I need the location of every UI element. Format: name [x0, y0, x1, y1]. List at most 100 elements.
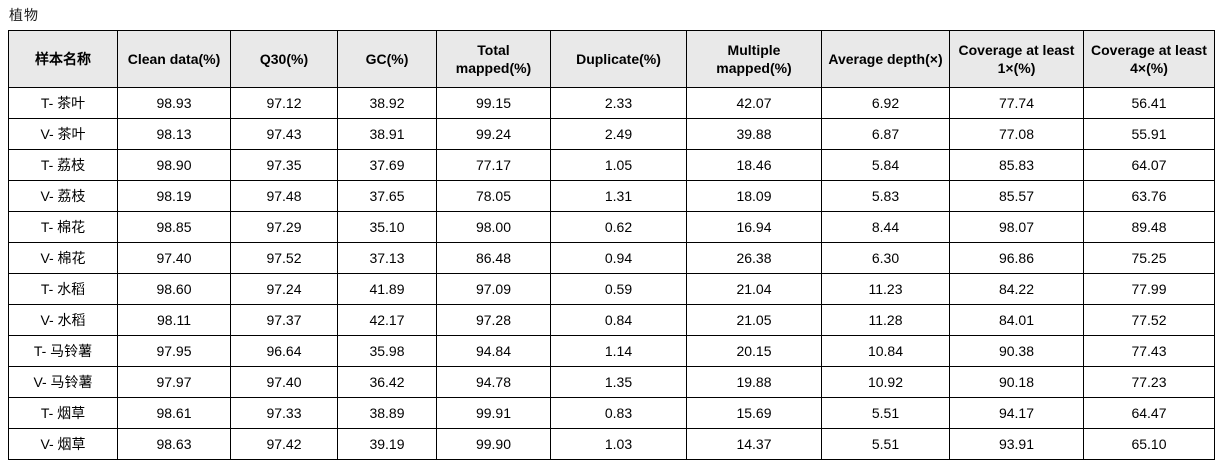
value-cell: 97.35 — [230, 149, 338, 181]
value-cell: 5.83 — [821, 180, 950, 212]
table-row: V- 茶叶 98.13 97.43 38.91 99.24 2.49 39.88 6.87 77… — [8, 118, 1215, 150]
plant-qc-stats-table: 样本名称 Clean data(%) Q30(%) GC(%) Total mapped… — [8, 30, 1215, 460]
value-cell: 86.48 — [436, 242, 551, 274]
value-cell: 94.84 — [436, 335, 551, 367]
value-cell: 55.91 — [1083, 118, 1215, 150]
sample-name-cell: T- 烟草 — [8, 397, 118, 429]
value-cell: 75.25 — [1083, 242, 1215, 274]
table-row: V- 烟草 98.63 97.42 39.19 99.90 1.03 14.37 5.51 93… — [8, 428, 1215, 460]
value-cell: 63.76 — [1083, 180, 1215, 212]
value-cell: 97.24 — [230, 273, 338, 305]
value-cell: 98.13 — [117, 118, 231, 150]
value-cell: 18.09 — [686, 180, 822, 212]
value-cell: 98.07 — [949, 211, 1084, 243]
value-cell: 77.08 — [949, 118, 1084, 150]
value-cell: 10.84 — [821, 335, 950, 367]
value-cell: 37.65 — [337, 180, 437, 212]
value-cell: 97.33 — [230, 397, 338, 429]
sample-name-cell: T- 马铃薯 — [8, 335, 118, 367]
value-cell: 64.07 — [1083, 149, 1215, 181]
value-cell: 42.07 — [686, 87, 822, 119]
sample-name-cell: T- 水稻 — [8, 273, 118, 305]
value-cell: 5.51 — [821, 428, 950, 460]
sample-name-cell: V- 水稻 — [8, 304, 118, 336]
sample-name-cell: V- 荔枝 — [8, 180, 118, 212]
value-cell: 8.44 — [821, 211, 950, 243]
value-cell: 1.31 — [550, 180, 687, 212]
table-row: T- 茶叶 98.93 97.12 38.92 99.15 2.33 42.07 6.92 77… — [8, 87, 1215, 119]
value-cell: 90.38 — [949, 335, 1084, 367]
value-cell: 98.90 — [117, 149, 231, 181]
value-cell: 97.40 — [117, 242, 231, 274]
column-header-9: Coverage at least 4×(%) — [1083, 30, 1215, 88]
value-cell: 37.13 — [337, 242, 437, 274]
value-cell: 77.43 — [1083, 335, 1215, 367]
value-cell: 85.57 — [949, 180, 1084, 212]
value-cell: 99.24 — [436, 118, 551, 150]
value-cell: 97.09 — [436, 273, 551, 305]
table-row: T- 荔枝 98.90 97.35 37.69 77.17 1.05 18.46 5.84 85… — [8, 149, 1215, 181]
value-cell: 98.93 — [117, 87, 231, 119]
value-cell: 89.48 — [1083, 211, 1215, 243]
value-cell: 64.47 — [1083, 397, 1215, 429]
value-cell: 56.41 — [1083, 87, 1215, 119]
value-cell: 97.29 — [230, 211, 338, 243]
value-cell: 78.05 — [436, 180, 551, 212]
value-cell: 21.05 — [686, 304, 822, 336]
column-header-0: 样本名称 — [8, 30, 118, 88]
value-cell: 77.23 — [1083, 366, 1215, 398]
value-cell: 65.10 — [1083, 428, 1215, 460]
sample-name-cell: V- 马铃薯 — [8, 366, 118, 398]
value-cell: 90.18 — [949, 366, 1084, 398]
value-cell: 19.88 — [686, 366, 822, 398]
value-cell: 84.22 — [949, 273, 1084, 305]
value-cell: 14.37 — [686, 428, 822, 460]
value-cell: 6.30 — [821, 242, 950, 274]
column-header-7: Average depth(×) — [821, 30, 950, 88]
value-cell: 94.78 — [436, 366, 551, 398]
value-cell: 0.59 — [550, 273, 687, 305]
value-cell: 11.28 — [821, 304, 950, 336]
value-cell: 38.92 — [337, 87, 437, 119]
header-row: 样本名称 Clean data(%) Q30(%) GC(%) Total mapped… — [8, 30, 1215, 88]
column-header-6: Multiple mapped(%) — [686, 30, 822, 88]
value-cell: 6.87 — [821, 118, 950, 150]
value-cell: 10.92 — [821, 366, 950, 398]
value-cell: 97.48 — [230, 180, 338, 212]
table-title: 植物 — [9, 7, 39, 23]
value-cell: 94.17 — [949, 397, 1084, 429]
value-cell: 26.38 — [686, 242, 822, 274]
value-cell: 97.43 — [230, 118, 338, 150]
column-header-5: Duplicate(%) — [550, 30, 687, 88]
value-cell: 5.51 — [821, 397, 950, 429]
value-cell: 35.10 — [337, 211, 437, 243]
value-cell: 84.01 — [949, 304, 1084, 336]
sample-name-cell: T- 棉花 — [8, 211, 118, 243]
value-cell: 2.49 — [550, 118, 687, 150]
value-cell: 0.94 — [550, 242, 687, 274]
column-header-8: Coverage at least 1×(%) — [949, 30, 1084, 88]
value-cell: 96.86 — [949, 242, 1084, 274]
value-cell: 97.95 — [117, 335, 231, 367]
column-header-4: Total mapped(%) — [436, 30, 551, 88]
value-cell: 42.17 — [337, 304, 437, 336]
value-cell: 77.52 — [1083, 304, 1215, 336]
value-cell: 77.99 — [1083, 273, 1215, 305]
value-cell: 1.05 — [550, 149, 687, 181]
value-cell: 18.46 — [686, 149, 822, 181]
value-cell: 1.14 — [550, 335, 687, 367]
value-cell: 96.64 — [230, 335, 338, 367]
value-cell: 98.00 — [436, 211, 551, 243]
sample-name-cell: V- 茶叶 — [8, 118, 118, 150]
value-cell: 85.83 — [949, 149, 1084, 181]
table-row: V- 马铃薯 97.97 97.40 36.42 94.78 1.35 19.88 10.92… — [8, 366, 1215, 398]
table-body: T- 茶叶 98.93 97.12 38.92 99.15 2.33 42.07 6.92 77… — [8, 87, 1215, 460]
value-cell: 16.94 — [686, 211, 822, 243]
value-cell: 39.19 — [337, 428, 437, 460]
value-cell: 97.28 — [436, 304, 551, 336]
value-cell: 1.35 — [550, 366, 687, 398]
column-header-3: GC(%) — [337, 30, 437, 88]
value-cell: 36.42 — [337, 366, 437, 398]
value-cell: 35.98 — [337, 335, 437, 367]
value-cell: 0.84 — [550, 304, 687, 336]
